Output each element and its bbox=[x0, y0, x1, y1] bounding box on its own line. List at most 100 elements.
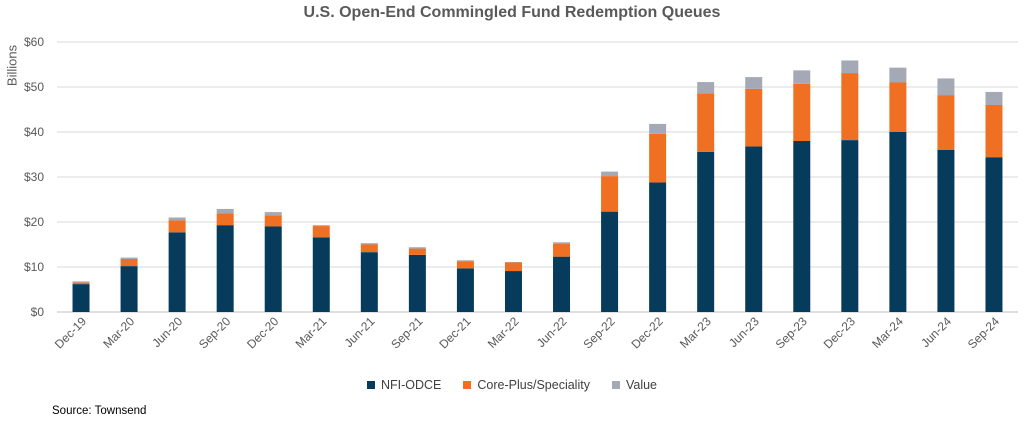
bar-nfi-odce bbox=[793, 141, 811, 312]
bar-value bbox=[360, 243, 378, 245]
legend-item-value: Value bbox=[611, 378, 657, 392]
bar-nfi-odce bbox=[841, 140, 859, 312]
bar-core-plus-speciality bbox=[793, 83, 811, 141]
bar-value bbox=[745, 77, 763, 89]
bar-core-plus-speciality bbox=[216, 213, 234, 226]
x-tick-label: Sep-24 bbox=[965, 314, 1002, 351]
bar-value bbox=[889, 67, 907, 83]
x-tick-label: Sep-23 bbox=[773, 314, 810, 351]
legend-item-nfi-odce: NFI-ODCE bbox=[366, 378, 442, 392]
x-tick-label: Jun-22 bbox=[534, 314, 570, 350]
bar-core-plus-speciality bbox=[697, 93, 715, 152]
legend: NFI-ODCE Core-Plus/Speciality Value bbox=[0, 378, 1024, 392]
bar-core-plus-speciality bbox=[745, 88, 763, 147]
x-tick-label: Mar-21 bbox=[293, 314, 330, 351]
bar-nfi-odce bbox=[745, 146, 763, 312]
legend-label-core-plus: Core-Plus/Speciality bbox=[477, 378, 590, 392]
bar-core-plus-speciality bbox=[408, 248, 426, 255]
bar-nfi-odce bbox=[456, 268, 474, 312]
x-tick-label: Dec-23 bbox=[821, 314, 858, 351]
x-tick-label: Sep-20 bbox=[196, 314, 233, 351]
x-tick-label: Dec-19 bbox=[52, 314, 89, 351]
x-tick-label: Jun-20 bbox=[149, 314, 185, 350]
bar-core-plus-speciality bbox=[504, 262, 522, 272]
bar-nfi-odce bbox=[504, 271, 522, 312]
bar-core-plus-speciality bbox=[312, 226, 330, 238]
bar-nfi-odce bbox=[312, 237, 330, 312]
x-tick-label: Jun-23 bbox=[726, 314, 762, 350]
bar-value bbox=[937, 78, 955, 96]
bar-nfi-odce bbox=[264, 226, 282, 312]
bar-value bbox=[985, 91, 1003, 105]
y-tick-label: $0 bbox=[31, 305, 45, 319]
chart-title: U.S. Open-End Commingled Fund Redemption… bbox=[303, 4, 721, 21]
bar-value bbox=[841, 60, 859, 74]
bar-value bbox=[649, 123, 667, 134]
x-tick-label: Dec-21 bbox=[436, 314, 473, 351]
bar-core-plus-speciality bbox=[649, 133, 667, 183]
bar-core-plus-speciality bbox=[841, 73, 859, 141]
bar-nfi-odce bbox=[408, 254, 426, 312]
bar-value bbox=[793, 70, 811, 84]
bar-core-plus-speciality bbox=[553, 243, 571, 257]
bar-nfi-odce bbox=[649, 182, 667, 312]
x-tick-label: Mar-24 bbox=[869, 314, 906, 351]
bar-core-plus-speciality bbox=[120, 258, 138, 267]
bar-value bbox=[553, 242, 571, 244]
x-tick-label: Sep-21 bbox=[388, 314, 425, 351]
bar-nfi-odce bbox=[553, 256, 571, 312]
y-tick-label: $10 bbox=[24, 260, 44, 274]
legend-swatch-core-plus bbox=[463, 381, 472, 389]
bar-value bbox=[168, 217, 186, 221]
bar-core-plus-speciality bbox=[937, 95, 955, 150]
bar-nfi-odce bbox=[72, 284, 90, 312]
bar-core-plus-speciality bbox=[72, 282, 90, 285]
bar-core-plus-speciality bbox=[889, 82, 907, 132]
bar-value bbox=[264, 212, 282, 216]
bar-core-plus-speciality bbox=[985, 105, 1003, 158]
bar-value bbox=[697, 82, 715, 94]
bar-nfi-odce bbox=[601, 211, 619, 312]
bar-value bbox=[216, 208, 234, 214]
y-tick-label: $50 bbox=[24, 80, 44, 94]
bar-nfi-odce bbox=[168, 232, 186, 312]
y-tick-label: $60 bbox=[24, 35, 44, 49]
x-tick-label: Sep-22 bbox=[580, 314, 617, 351]
x-tick-label: Mar-23 bbox=[677, 314, 714, 351]
bar-value bbox=[408, 247, 426, 249]
bar-nfi-odce bbox=[360, 252, 378, 312]
y-tick-label: $20 bbox=[24, 215, 44, 229]
bar-value bbox=[456, 260, 474, 262]
bar-nfi-odce bbox=[889, 132, 907, 312]
legend-label-nfi-odce: NFI-ODCE bbox=[380, 378, 442, 392]
bar-nfi-odce bbox=[216, 225, 234, 312]
bar-value bbox=[120, 257, 138, 259]
bar-core-plus-speciality bbox=[168, 220, 186, 233]
bar-nfi-odce bbox=[120, 266, 138, 312]
legend-label-value: Value bbox=[625, 378, 657, 392]
x-tick-label: Dec-20 bbox=[244, 314, 281, 351]
x-tick-label: Dec-22 bbox=[628, 314, 665, 351]
x-tick-label: Jun-21 bbox=[342, 314, 378, 350]
bar-core-plus-speciality bbox=[456, 261, 474, 269]
x-tick-label: Mar-20 bbox=[100, 314, 137, 351]
x-tick-label: Mar-22 bbox=[485, 314, 522, 351]
y-tick-label: $30 bbox=[24, 170, 44, 184]
bar-core-plus-speciality bbox=[601, 176, 619, 212]
source-note: Source: Townsend bbox=[52, 405, 147, 417]
bar-value bbox=[312, 225, 330, 227]
bar-value bbox=[72, 281, 90, 283]
legend-item-core-plus: Core-Plus/Speciality bbox=[463, 378, 590, 392]
bar-core-plus-speciality bbox=[360, 244, 378, 253]
bar-nfi-odce bbox=[985, 157, 1003, 312]
bar-core-plus-speciality bbox=[264, 215, 282, 227]
bar-nfi-odce bbox=[937, 150, 955, 312]
x-tick-label: Jun-24 bbox=[918, 314, 954, 350]
bar-nfi-odce bbox=[697, 151, 715, 312]
bar-value bbox=[601, 171, 619, 177]
legend-swatch-nfi-odce bbox=[366, 381, 375, 389]
legend-swatch-value bbox=[611, 381, 620, 389]
y-tick-label: $40 bbox=[24, 125, 44, 139]
